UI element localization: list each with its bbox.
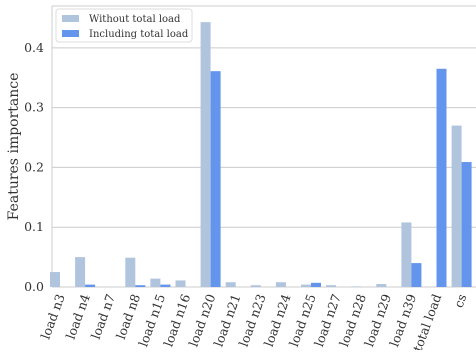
legend-swatch <box>62 15 79 22</box>
bar-without-total-load <box>326 285 337 287</box>
bar-including-total-load <box>311 282 321 287</box>
bar-without-total-load <box>75 257 86 287</box>
legend-box <box>55 8 193 43</box>
bar-without-total-load <box>351 286 362 287</box>
bar-without-total-load <box>451 125 462 288</box>
bar-including-total-load <box>461 162 472 287</box>
bar-without-total-load <box>175 280 186 287</box>
bar-without-total-load <box>376 284 387 287</box>
x-tick-label: cs <box>451 292 470 310</box>
y-tick-label: 0.1 <box>24 219 44 234</box>
bar-without-total-load <box>225 282 236 287</box>
bar-without-total-load <box>275 282 286 287</box>
y-tick-label: 0.4 <box>24 40 44 55</box>
y-axis-label: Features importance <box>6 73 22 221</box>
bar-including-total-load <box>210 71 221 287</box>
bar-without-total-load <box>50 272 60 287</box>
bar-including-total-load <box>411 263 422 287</box>
legend-swatch <box>62 30 79 37</box>
y-tick-label: 0.3 <box>24 100 44 115</box>
bar-including-total-load <box>436 68 447 287</box>
bar-including-total-load <box>85 284 96 287</box>
bar-without-total-load <box>125 257 136 287</box>
legend-label: Including total load <box>89 29 189 40</box>
bar-without-total-load <box>401 222 412 287</box>
bar-without-total-load <box>200 22 211 288</box>
bar-without-total-load <box>150 278 161 287</box>
bar-without-total-load <box>250 285 261 287</box>
legend-label: Without total load <box>89 14 181 25</box>
bar-without-total-load <box>301 284 311 287</box>
legend: Without total load Including total load <box>55 8 193 43</box>
bar-including-total-load <box>160 284 171 287</box>
y-tick-label: 0.0 <box>24 279 44 294</box>
bar-including-total-load <box>135 285 146 287</box>
y-tick-label: 0.2 <box>24 159 44 174</box>
